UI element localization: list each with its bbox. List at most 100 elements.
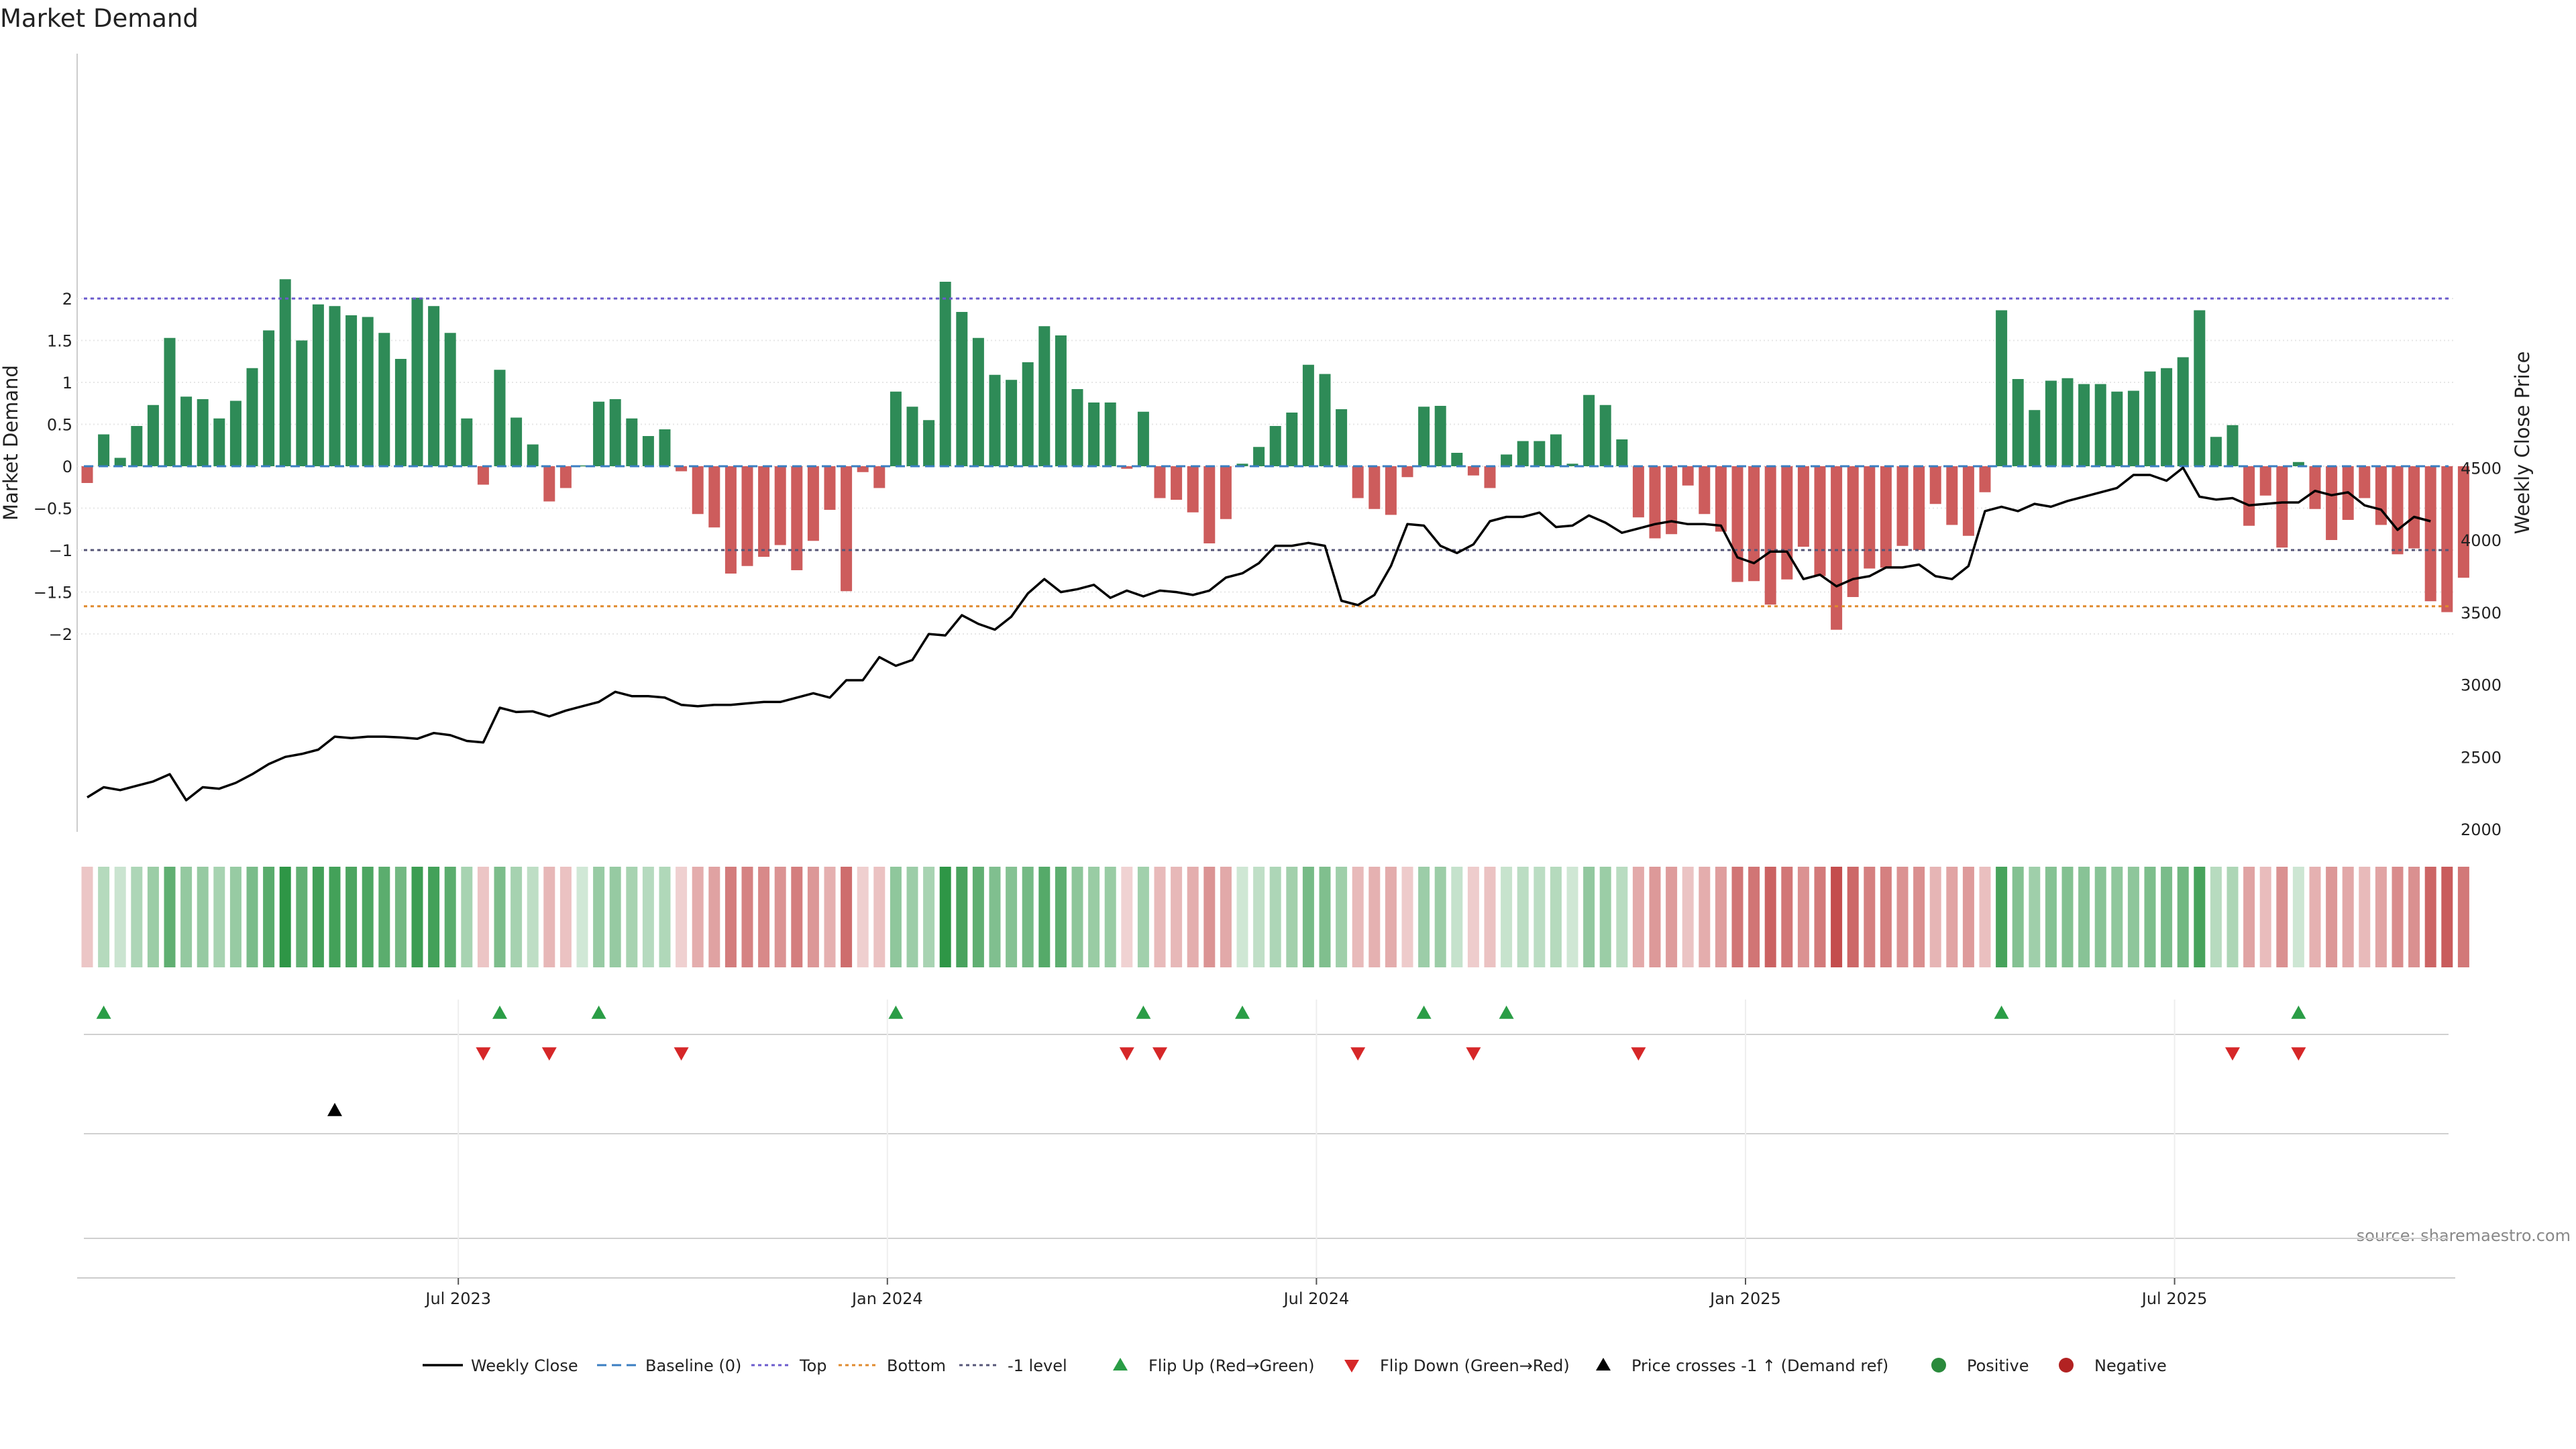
flip-up-marker <box>1235 1006 1250 1019</box>
strip-cell <box>543 867 555 967</box>
strip-cell <box>642 867 654 967</box>
strip-cell <box>1534 867 1546 967</box>
y-axis-right-title: Weekly Close Price <box>2511 352 2534 535</box>
demand-bar <box>1781 466 1793 580</box>
demand-bar <box>972 337 984 466</box>
flip-down-marker <box>2225 1047 2240 1061</box>
flip-down-marker <box>1466 1047 1481 1061</box>
demand-bar <box>1534 441 1546 466</box>
strip-cell <box>807 867 819 967</box>
demand-bar <box>2276 466 2288 548</box>
strip-cell <box>1550 867 1562 967</box>
legend-label: Negative <box>2094 1356 2167 1375</box>
demand-bar <box>1484 466 1496 488</box>
demand-bar <box>1220 466 1232 519</box>
flip-down-marker <box>1631 1047 1646 1061</box>
demand-bar <box>345 315 358 466</box>
reference-lines-layer <box>84 297 2449 608</box>
demand-bar <box>2111 391 2123 466</box>
demand-bar <box>593 401 605 466</box>
demand-bar <box>1731 466 1743 582</box>
strip-cell <box>708 867 720 967</box>
chart-title: Market Demand <box>0 4 199 33</box>
demand-bar <box>164 337 176 466</box>
demand-bar <box>1599 405 1611 466</box>
legend-label: Positive <box>1967 1356 2029 1375</box>
strip-cell <box>2045 867 2057 967</box>
flip-down-marker <box>2291 1047 2306 1061</box>
strip-cell <box>2094 867 2106 967</box>
legend-label: Bottom <box>887 1356 946 1375</box>
markers-layer <box>84 1006 2449 1239</box>
demand-bar <box>2243 466 2255 526</box>
demand-bar <box>1368 466 1381 509</box>
y-left-tick-label: 0 <box>62 458 72 476</box>
demand-bar <box>774 466 786 545</box>
flip-up-marker <box>1136 1006 1151 1019</box>
strip-cell <box>98 867 110 967</box>
strip-cell <box>1368 867 1381 967</box>
flip-up-marker <box>1994 1006 2009 1019</box>
sentiment-strip <box>81 867 2469 967</box>
strip-cell <box>1566 867 1578 967</box>
strip-cell <box>81 867 93 967</box>
demand-bar <box>461 418 473 466</box>
demand-bar <box>362 317 374 466</box>
demand-bar <box>741 466 753 566</box>
strip-cell <box>2375 867 2387 967</box>
demand-bar <box>1022 362 1034 466</box>
y-left-tick-label: −1.5 <box>34 584 72 602</box>
demand-bar <box>791 466 803 570</box>
strip-cell <box>873 867 885 967</box>
strip-cell <box>2144 867 2156 967</box>
demand-bar <box>2309 466 2321 509</box>
demand-bar <box>378 333 390 466</box>
strip-cell <box>1038 867 1051 967</box>
y-left-tick-label: −2 <box>49 625 72 644</box>
demand-bar <box>1187 466 1199 513</box>
strip-cell <box>1055 867 1067 967</box>
y-right-tick-label: 2500 <box>2461 748 2502 767</box>
demand-bar <box>1913 466 1925 550</box>
demand-bar <box>758 466 770 557</box>
strip-cell <box>1831 867 1843 967</box>
strip-cell <box>1748 867 1760 967</box>
demand-bar <box>1979 466 1991 492</box>
demand-bar <box>543 466 555 502</box>
strip-cell <box>1137 867 1149 967</box>
flip-down-marker <box>1350 1047 1366 1061</box>
strip-cell <box>2359 867 2371 967</box>
strip-cell <box>1764 867 1776 967</box>
strip-cell <box>2243 867 2255 967</box>
demand-bar <box>1929 466 1941 504</box>
flip-down-marker <box>674 1047 689 1061</box>
demand-bar <box>411 297 423 466</box>
strip-cell <box>329 867 341 967</box>
strip-cell <box>559 867 572 967</box>
demand-bar <box>2161 368 2173 466</box>
legend-label: -1 level <box>1008 1356 1067 1375</box>
flip-down-marker <box>476 1047 491 1061</box>
strip-cell <box>1484 867 1496 967</box>
strip-cell <box>890 867 902 967</box>
demand-bar <box>1764 466 1776 605</box>
strip-cell <box>2292 867 2304 967</box>
strip-cell <box>692 867 704 967</box>
demand-bar <box>692 466 704 515</box>
demand-bar <box>1467 466 1479 476</box>
strip-cell <box>841 867 853 967</box>
flip-up-marker <box>2291 1006 2306 1019</box>
strip-cell <box>1418 867 1430 967</box>
demand-bar <box>807 466 819 541</box>
strip-cell <box>296 867 308 967</box>
demand-bar <box>1236 464 1248 466</box>
demand-bar <box>494 370 506 466</box>
strip-cell <box>989 867 1001 967</box>
demand-bar <box>1055 335 1067 466</box>
demand-bar <box>2326 466 2338 540</box>
strip-cell <box>1946 867 1958 967</box>
demand-bar <box>1616 439 1628 466</box>
strip-cell <box>1022 867 1034 967</box>
strip-cell <box>279 867 291 967</box>
